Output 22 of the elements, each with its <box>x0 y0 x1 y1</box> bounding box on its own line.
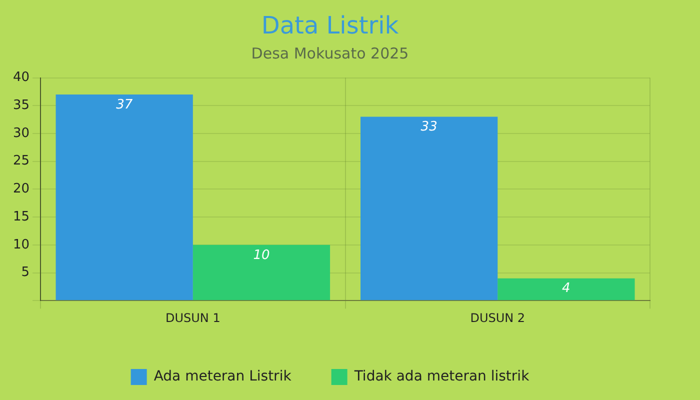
bar <box>360 116 498 300</box>
bar <box>192 244 330 300</box>
x-tick-label: DUSUN 1 <box>165 310 220 325</box>
bar <box>498 278 635 300</box>
y-tick-label: 20 <box>12 182 30 197</box>
y-tick-label: 25 <box>12 154 30 169</box>
y-tick-label: 35 <box>12 98 30 114</box>
y-tick-label: 30 <box>12 126 30 141</box>
data-label: 4 <box>562 281 570 296</box>
legend-label: Tidak ada meteran listrik <box>353 368 530 385</box>
y-tick-label: 5 <box>21 265 30 280</box>
data-label: 10 <box>253 248 270 263</box>
chart-title: Data Listrik <box>261 12 399 40</box>
x-tick-label: DUSUN 2 <box>470 310 526 325</box>
y-tick-label: 15 <box>12 209 30 224</box>
chart-subtitle: Desa Mokusato 2025 <box>251 44 409 63</box>
bar <box>56 94 193 300</box>
y-tick-label: 10 <box>12 237 30 252</box>
y-tick-label: 40 <box>12 70 30 86</box>
data-label: 33 <box>420 120 438 135</box>
data-label: 37 <box>116 97 134 112</box>
legend-label: Ada meteran Listrik <box>154 368 292 385</box>
